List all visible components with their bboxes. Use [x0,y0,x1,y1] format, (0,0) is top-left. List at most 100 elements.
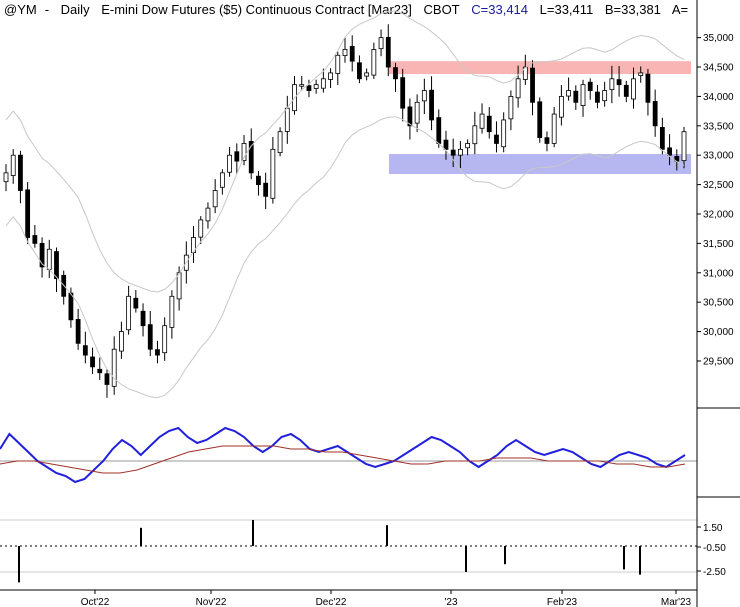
candle-body [277,131,283,153]
x-tick-label: Feb'23 [547,597,578,607]
candle-body [234,151,240,162]
x-tick-label: Mar'23 [661,597,692,607]
interval-label: Daily [60,2,90,17]
candle-body [313,84,319,89]
candle-body [357,62,362,80]
candle-body [46,248,52,270]
candle-body [119,331,124,352]
x-tick-label: '23 [444,597,457,607]
candle-body [616,79,622,86]
y-tick-label: 32,000 [703,210,734,221]
candle-body [306,85,312,91]
candle-body [299,84,305,87]
candle-body [393,67,398,80]
y-tick-label: 30,500 [703,298,734,309]
x-tick-label: Nov'22 [196,597,227,607]
candle-body [558,96,564,118]
candle-body [32,235,38,244]
candle-body [82,345,88,356]
candle-body [241,143,247,161]
candle-body [263,182,269,197]
candle-body [320,78,326,89]
y-tick-label: 33,000 [703,151,734,162]
candle-body [631,78,636,100]
resistance-zone [389,61,691,75]
candle-body [486,115,492,133]
candle-body [10,154,16,176]
candle-body [501,119,507,148]
candle-body [90,356,95,368]
y-tick-label: 31,000 [703,268,734,279]
candle-body [140,310,146,327]
candle-body [450,149,456,156]
candle-body [169,295,175,328]
candle-body [335,54,341,74]
oscillator-slow-line [0,445,686,474]
candle-body [609,78,615,91]
candle-body [465,143,471,149]
candle-body [623,84,629,97]
candle-body [147,324,153,350]
candle-body [458,148,463,156]
bid-readout: B=33,381 [604,2,661,17]
candle-body [54,251,59,280]
candle-body [378,37,384,50]
candle-body [328,72,333,80]
support-zone [389,154,691,175]
candle-body [364,72,370,77]
candle-body [508,96,514,120]
candle-body [681,131,687,162]
histogram-y-tick-label: 1.50 [703,523,723,534]
candle-body [270,148,276,199]
candle-body [198,219,204,238]
candle-body [18,154,23,191]
y-tick-label: 31,500 [703,239,734,250]
candle-body [349,45,355,62]
candle-body [659,126,665,150]
candle-body [205,207,211,222]
candle-body [515,78,521,99]
histogram-y-tick-label: -2.50 [703,567,726,578]
candle-body [212,190,218,208]
x-tick-label: Oct'22 [81,597,110,607]
candle-body [573,90,579,103]
candle-body [494,134,499,144]
candle-body [39,243,45,268]
y-tick-label: 34,500 [703,63,734,74]
candle-body [227,154,232,173]
candle-body [342,48,348,57]
chart-header: @YM - Daily E-mini Dow Futures ($5) Conti… [4,2,696,17]
candle-body [414,101,420,124]
candle-body [587,81,593,91]
candle-body [652,101,658,127]
symbol-label: @YM [4,2,37,17]
candle-body [566,90,571,97]
ask-readout: A= [671,2,689,17]
x-tick-label: Dec'22 [316,597,347,607]
candle-body [97,368,103,374]
candle-body [126,295,132,331]
candle-body [429,89,434,121]
candle-body [162,325,168,354]
oscillator-fast-line [0,426,686,484]
candle-body [3,172,9,183]
header-separator: - [44,2,50,17]
last-readout: L=33,411 [539,2,594,17]
candle-body [436,117,442,144]
candle-body [111,348,117,387]
candle-body [133,297,139,309]
candle-body [443,139,449,150]
candle-body [219,172,225,188]
lower-band-line [5,116,685,399]
candle-body [25,189,31,238]
candle-body [104,373,110,385]
histogram-y-tick-label: -0.50 [703,543,726,554]
candle-body [551,113,557,144]
candle-body [248,140,254,174]
histogram-panel [0,519,697,583]
candle-body [667,147,672,156]
y-tick-label: 32,500 [703,180,734,191]
close-readout: C=33,414 [471,2,529,17]
